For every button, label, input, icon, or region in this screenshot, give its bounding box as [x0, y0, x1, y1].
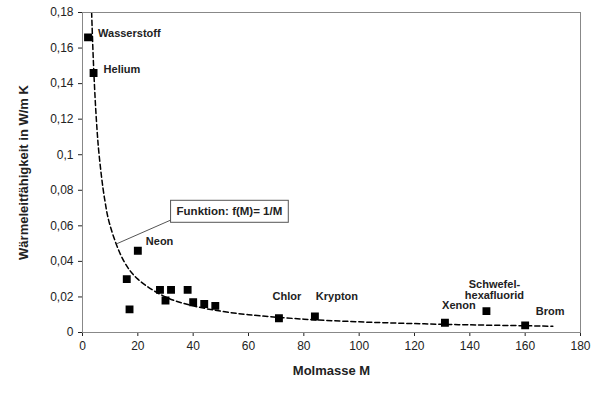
svg-text:0,02: 0,02 [50, 290, 74, 304]
svg-text:Krypton: Krypton [316, 290, 358, 302]
svg-text:60: 60 [242, 339, 256, 353]
svg-text:160: 160 [515, 339, 535, 353]
svg-text:0,14: 0,14 [50, 76, 74, 90]
svg-text:20: 20 [131, 339, 145, 353]
svg-text:Molmasse M: Molmasse M [293, 363, 370, 378]
svg-text:0,06: 0,06 [50, 219, 74, 233]
svg-text:Wärmeleitfähigkeit in W/m K: Wärmeleitfähigkeit in W/m K [16, 84, 31, 259]
svg-text:80: 80 [297, 339, 311, 353]
svg-text:0,18: 0,18 [50, 5, 74, 19]
svg-text:100: 100 [349, 339, 369, 353]
svg-text:0,1: 0,1 [57, 148, 74, 162]
svg-text:Chlor: Chlor [273, 290, 302, 302]
svg-text:Wasserstoff: Wasserstoff [98, 27, 161, 39]
svg-text:0,04: 0,04 [50, 254, 74, 268]
svg-text:Funktion: f(M)= 1/M: Funktion: f(M)= 1/M [177, 205, 283, 217]
svg-text:0,08: 0,08 [50, 183, 74, 197]
svg-text:Helium: Helium [104, 63, 141, 75]
svg-text:Xenon: Xenon [442, 298, 476, 311]
svg-text:Brom: Brom [536, 305, 565, 317]
svg-text:0,16: 0,16 [50, 41, 74, 55]
svg-text:120: 120 [404, 339, 424, 353]
svg-text:140: 140 [460, 339, 480, 353]
svg-text:0: 0 [79, 339, 86, 353]
svg-text:Neon: Neon [146, 235, 174, 247]
svg-text:0: 0 [67, 325, 74, 339]
svg-text:180: 180 [570, 339, 590, 353]
svg-text:Schwefel-hexafluorid: Schwefel-hexafluorid [465, 278, 524, 301]
svg-text:0,12: 0,12 [50, 112, 74, 126]
svg-text:40: 40 [186, 339, 200, 353]
